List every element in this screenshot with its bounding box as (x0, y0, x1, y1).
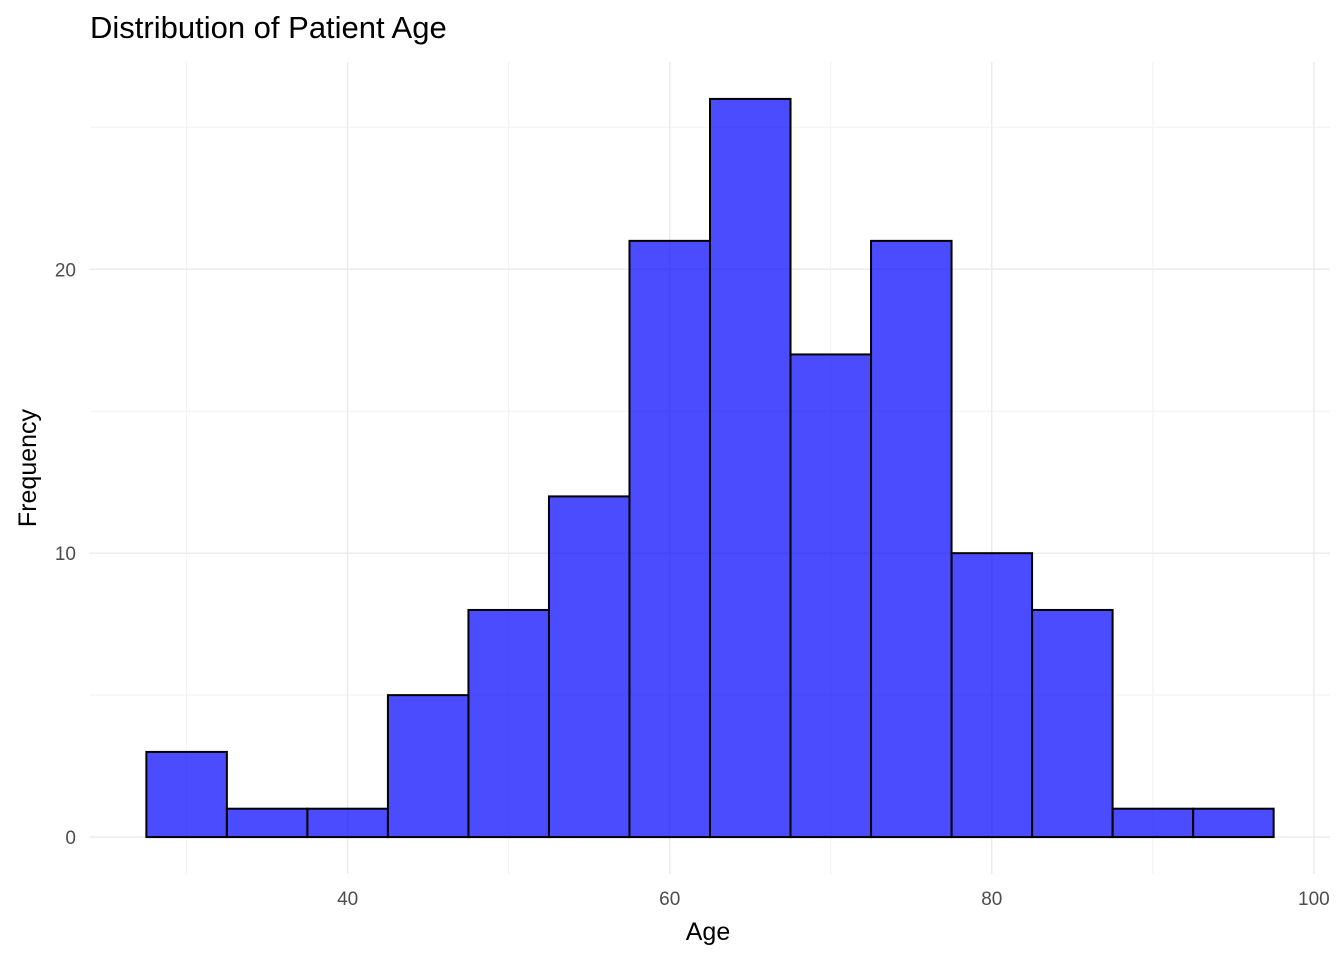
histogram-bar-12 (1111, 807, 1195, 839)
histogram-bar-10 (950, 552, 1034, 839)
y-tick-label: 20 (55, 260, 76, 281)
histogram-bar-4 (467, 608, 550, 839)
histogram-bar-13 (1192, 807, 1275, 839)
x-tick-label: 80 (981, 889, 1002, 910)
y-tick-label: 10 (55, 544, 76, 565)
x-axis-title: Age (686, 918, 730, 946)
x-tick-label: 100 (1298, 889, 1330, 910)
histogram-bar-11 (1031, 608, 1114, 839)
histogram-bar-2 (306, 807, 389, 839)
x-tick-label: 40 (337, 889, 358, 910)
histogram-bar-9 (870, 239, 953, 839)
chart-title: Distribution of Patient Age (90, 10, 447, 45)
x-tick-label: 60 (659, 889, 680, 910)
histogram-bar-3 (386, 694, 470, 839)
histogram-bar-8 (789, 353, 873, 839)
bars-layer (145, 97, 1275, 839)
histogram-bar-6 (628, 239, 712, 839)
histogram-bar-1 (225, 807, 309, 839)
histogram-bar-0 (145, 750, 228, 839)
y-axis-title: Frequency (14, 408, 42, 527)
ticks-layer: 40 60 80 100 0 10 20 (55, 260, 1330, 910)
histogram-bar-5 (547, 495, 631, 839)
y-tick-label: 0 (65, 828, 76, 849)
histogram-bar-7 (709, 97, 792, 839)
